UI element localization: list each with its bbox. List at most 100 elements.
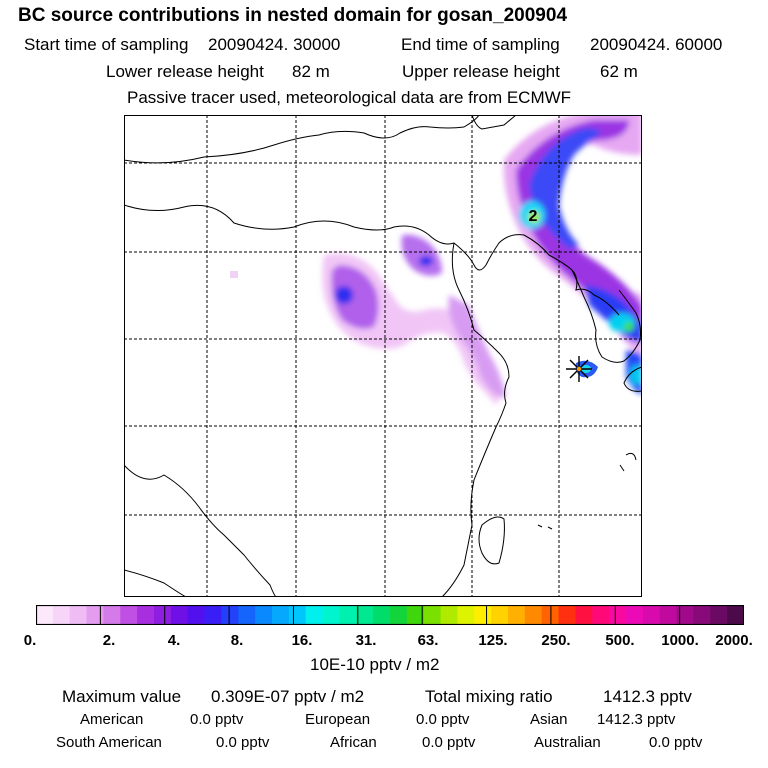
max-value-label: Maximum value: [62, 687, 182, 706]
plume-japan-core: [630, 365, 642, 385]
region-value: 0.0 pptv: [216, 734, 270, 751]
colorbar-cell: [272, 605, 290, 625]
colorbar-tick: 2000.: [715, 632, 753, 649]
plume-beijing: [401, 234, 442, 276]
coast-china-north: [124, 204, 620, 316]
colorbar-cell: [676, 605, 694, 625]
colorbar-cell: [103, 605, 121, 625]
map-background: [124, 115, 642, 597]
colorbar-cell: [356, 605, 374, 625]
colorbar-cell: [727, 605, 744, 625]
plume-west-hot: [335, 286, 353, 304]
colorbar-cell: [187, 605, 206, 625]
colorbar-tick: 125.: [478, 632, 508, 649]
colorbar-tick: 500.: [605, 632, 635, 649]
map-frame: [124, 115, 642, 597]
coast-japan: [623, 366, 642, 392]
start-time-label: Start time of sampling: [24, 35, 189, 54]
region-name: European: [305, 711, 371, 728]
graticule: [124, 115, 642, 597]
plume-layer: [322, 234, 506, 405]
region-value: 1412.3 pptv: [597, 711, 676, 728]
region-name: Australian: [534, 734, 601, 751]
colorbar-cell: [390, 605, 408, 625]
coast-korea: [571, 269, 641, 363]
colorbar-cell: [137, 605, 155, 625]
colorbar-cell: [558, 605, 576, 625]
coastlines: [124, 115, 642, 597]
end-time-label: End time of sampling: [401, 35, 560, 54]
colorbar-cell: [154, 605, 172, 625]
start-time-value: 20090424. 30000: [208, 35, 341, 54]
max-value: 0.309E-07 pptv / m2: [211, 687, 365, 706]
total-mixing-label: Total mixing ratio: [425, 687, 553, 706]
border-manchuria: [471, 115, 517, 130]
colorbar-cell: [69, 605, 88, 625]
end-time-value: 20090424. 60000: [590, 35, 723, 54]
map-marker-label: 2: [529, 208, 538, 225]
lower-release-label: Lower release height: [106, 62, 264, 81]
page-title: BC source contributions in nested domain…: [18, 5, 568, 26]
colorbar-cell: [609, 605, 627, 625]
colorbar-cell: [474, 605, 492, 625]
colorbar-cell: [52, 605, 71, 625]
colorbar-cell: [322, 605, 340, 625]
border-south: [124, 569, 187, 597]
colorbar-cell: [339, 605, 357, 625]
coast-taiwan: [478, 516, 505, 565]
colorbar-cell: [170, 605, 189, 625]
upper-release-label: Upper release height: [402, 62, 560, 81]
border-mongolia: [124, 115, 480, 164]
colorbar-cell: [659, 605, 678, 625]
coast-islands: [537, 452, 637, 530]
colorbar-cell: [255, 605, 273, 625]
colorbar-cell: [693, 605, 711, 625]
region-value: 0.0 pptv: [190, 711, 244, 728]
total-mixing-value: 1412.3 pptv: [603, 687, 692, 706]
colorbar-cell: [406, 605, 425, 625]
plume-speck: [230, 271, 238, 278]
colorbar-cell: [457, 605, 475, 625]
colorbar-tick: 31.: [355, 632, 377, 649]
colorbar-cell: [423, 605, 442, 625]
plume-bohai: [448, 295, 506, 398]
region-name: African: [330, 734, 377, 751]
colorbar-cell: [524, 605, 543, 625]
plume-arc-inner: [529, 128, 602, 249]
colorbar-tick: 0.: [23, 632, 37, 649]
region-name: Asian: [530, 711, 568, 728]
colorbar-unit: 10E-10 pptv / m2: [310, 655, 440, 674]
colorbar-cell: [642, 605, 661, 625]
colorbar-tick: 8.: [230, 632, 244, 649]
border-china-west: [124, 464, 277, 597]
colorbar-tick: 63.: [417, 632, 439, 649]
colorbar-tick: 2.: [102, 632, 116, 649]
region-value: 0.0 pptv: [422, 734, 476, 751]
colorbar-cell: [221, 605, 239, 625]
plume-hotspot-2-core: [624, 322, 634, 332]
region-value: 0.0 pptv: [416, 711, 470, 728]
colorbar-cell: [238, 605, 256, 625]
receptor-dot: [576, 366, 582, 372]
colorbar-cell: [305, 605, 324, 625]
plume-beijing-core: [419, 256, 433, 266]
colorbar-cell: [508, 605, 526, 625]
colorbar-tick: 250.: [541, 632, 571, 649]
region-name: American: [80, 711, 144, 728]
colorbar-cell: [626, 605, 644, 625]
tracer-note: Passive tracer used, meteorological data…: [127, 88, 572, 107]
colorbar-cells: [36, 605, 744, 625]
region-name: South American: [56, 734, 162, 751]
colorbar-cell: [36, 605, 54, 625]
upper-release-value: 62 m: [600, 62, 638, 81]
plume-hotspot-1-core: [528, 211, 540, 223]
colorbar: [36, 605, 744, 625]
plume-west-core: [331, 265, 379, 329]
colorbar-frame: [36, 605, 744, 625]
colorbar-cell: [575, 605, 593, 625]
colorbar-cell: [288, 605, 307, 625]
coast-shandong: [441, 242, 510, 597]
map-panel: 2: [124, 115, 642, 597]
colorbar-cell: [541, 605, 560, 625]
colorbar-tick: 16.: [291, 632, 313, 649]
